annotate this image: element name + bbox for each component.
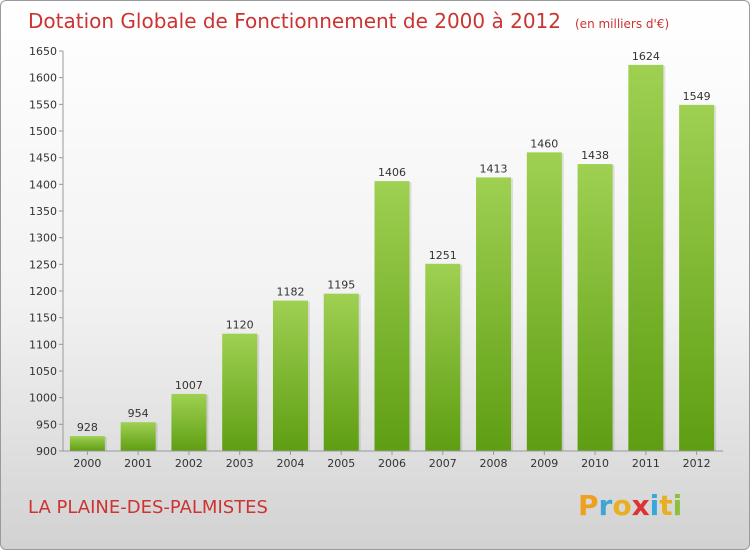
- x-axis: 2000 2001 2002 2003 2004 2005 2006 2007 2008 2009…: [63, 450, 723, 470]
- y-tick-label: 1400: [29, 178, 57, 191]
- x-tick-label: 2000: [73, 457, 101, 470]
- y-tick-label: 1100: [29, 338, 57, 351]
- bar: [222, 333, 258, 451]
- unit-note: (en milliers d'€): [575, 17, 670, 31]
- y-tick-label: 1350: [29, 205, 57, 218]
- y-tick-label: 1050: [29, 365, 57, 378]
- x-tick-label: 2001: [124, 457, 152, 470]
- y-tick-label: 1250: [29, 258, 57, 271]
- logo-letter: P: [578, 489, 599, 522]
- y-tick-label: 1600: [29, 72, 57, 85]
- bar: [628, 64, 664, 451]
- y-tick-label: 1650: [29, 45, 57, 58]
- bar-value-label: 1549: [683, 90, 711, 103]
- y-tick-label: 1200: [29, 285, 57, 298]
- bar-value-label: 1251: [429, 249, 457, 262]
- logo-letter: o: [612, 489, 632, 522]
- bar: [171, 393, 207, 451]
- chart-title-block: Dotation Globale de Fonctionnement de 20…: [28, 9, 669, 33]
- y-tick-label: 900: [36, 445, 57, 458]
- x-tick-label: 2011: [632, 457, 660, 470]
- x-tick-label: 2005: [327, 457, 355, 470]
- y-tick-label: 1000: [29, 392, 57, 405]
- bar-value-label: 1195: [327, 279, 355, 292]
- bar-value-label: 1413: [480, 162, 508, 175]
- bar: [679, 104, 715, 451]
- bar-value-label: 1460: [530, 137, 558, 150]
- bar: [120, 422, 156, 451]
- bar: [425, 263, 461, 451]
- logo-letter: i: [672, 489, 683, 522]
- y-tick-label: 1150: [29, 312, 57, 325]
- bars: 928 954 1007 1120 1182 1195 1406 1251 1413 1460 14…: [69, 50, 717, 452]
- y-tick-label: 1450: [29, 152, 57, 165]
- logo-letter: r: [598, 489, 613, 522]
- chart-title: Dotation Globale de Fonctionnement de 20…: [28, 9, 561, 33]
- x-tick-label: 2012: [683, 457, 711, 470]
- bar-value-label: 954: [128, 407, 149, 420]
- x-tick-label: 2004: [276, 457, 304, 470]
- logo-letter: t: [659, 489, 673, 522]
- x-tick-label: 2010: [581, 457, 609, 470]
- y-tick-label: 1300: [29, 232, 57, 245]
- logo-letter: x: [631, 489, 650, 522]
- x-tick-label: 2007: [429, 457, 457, 470]
- x-tick-label: 2009: [530, 457, 558, 470]
- x-tick-label: 2006: [378, 457, 406, 470]
- bar-value-label: 1624: [632, 50, 660, 63]
- bar-value-label: 928: [77, 421, 98, 434]
- commune-name: LA PLAINE-DES-PALMISTES: [28, 497, 268, 518]
- proxiti-logo: Proxiti: [578, 489, 682, 522]
- bar: [272, 300, 308, 451]
- logo-letter: i: [649, 489, 660, 522]
- bar-value-label: 1007: [175, 379, 203, 392]
- y-tick-label: 1550: [29, 98, 57, 111]
- bar-value-label: 1182: [276, 286, 304, 299]
- x-tick-label: 2002: [175, 457, 203, 470]
- y-tick-label: 950: [36, 418, 57, 431]
- y-tick-label: 1500: [29, 125, 57, 138]
- bar-value-label: 1406: [378, 166, 406, 179]
- bar: [374, 181, 410, 451]
- bar-value-label: 1120: [226, 319, 254, 332]
- x-tick-label: 2003: [226, 457, 254, 470]
- bar: [323, 293, 359, 451]
- bar-value-label: 1438: [581, 149, 609, 162]
- bar: [476, 177, 512, 451]
- y-axis: 900 950 1000 1050 1100 1150 1200 1250 1300 1350 14…: [29, 45, 64, 458]
- bar: [577, 164, 613, 452]
- x-tick-label: 2008: [480, 457, 508, 470]
- bar: [526, 152, 562, 452]
- bar: [69, 436, 105, 451]
